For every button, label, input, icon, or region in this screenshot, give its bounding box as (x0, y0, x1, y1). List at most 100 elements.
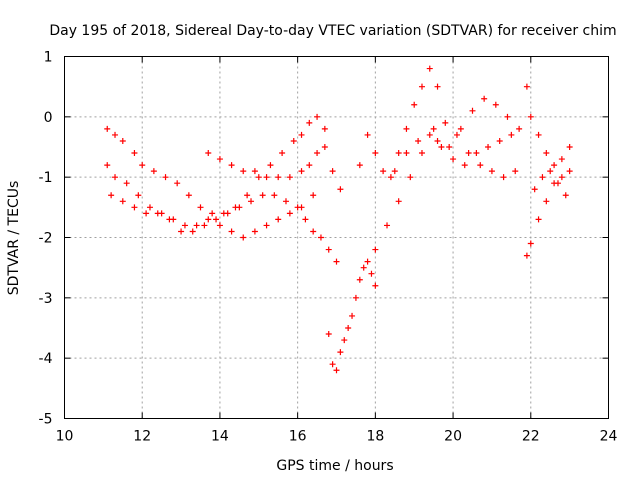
x-tick-label: 24 (600, 429, 618, 445)
data-point (527, 240, 534, 247)
data-point (302, 216, 309, 223)
data-point (150, 168, 157, 175)
data-point (426, 65, 433, 72)
data-point (205, 150, 212, 157)
plot-frame (64, 56, 609, 419)
data-point (205, 216, 212, 223)
data-point (438, 144, 445, 150)
data-point (178, 228, 185, 235)
data-point (349, 312, 356, 319)
data-point (325, 246, 332, 253)
data-point (453, 131, 460, 138)
y-axis-label: SDTVAR / TECUs (6, 181, 22, 296)
data-point (189, 228, 196, 235)
data-point (104, 125, 111, 132)
data-point (263, 222, 270, 229)
data-point (298, 168, 305, 175)
data-point (426, 131, 433, 138)
data-point (112, 174, 119, 181)
data-point (407, 174, 414, 181)
data-point (333, 258, 340, 265)
data-point (108, 192, 115, 199)
data-point (143, 210, 150, 217)
data-point (333, 367, 340, 374)
data-point (465, 150, 472, 157)
data-point (364, 131, 371, 138)
data-point (275, 216, 282, 223)
data-point (123, 180, 130, 187)
y-tick-label: -4 (39, 351, 53, 367)
data-point (415, 137, 422, 144)
data-point (286, 174, 293, 181)
y-tick-label: 0 (44, 110, 53, 126)
data-points (104, 65, 573, 374)
data-point (310, 192, 317, 199)
data-point (248, 198, 255, 205)
data-point (209, 210, 216, 217)
data-point (535, 131, 542, 138)
data-point (360, 264, 367, 271)
data-point (566, 144, 573, 150)
data-point (294, 204, 301, 211)
data-point (259, 192, 266, 199)
data-point (527, 113, 534, 120)
chart-title: Day 195 of 2018, Sidereal Day-to-day VTE… (49, 23, 616, 39)
data-point (391, 168, 398, 175)
data-point (298, 131, 305, 138)
y-tick-label: -2 (39, 231, 53, 247)
data-point (395, 198, 402, 205)
data-point (228, 162, 235, 169)
data-point (251, 168, 258, 175)
data-point (146, 204, 153, 211)
data-point (279, 150, 286, 157)
data-point (387, 174, 394, 181)
data-point (473, 150, 480, 157)
data-point (321, 144, 328, 150)
x-tick-label: 18 (366, 429, 384, 445)
data-point (213, 216, 220, 223)
x-tick-label: 12 (133, 429, 151, 445)
data-point (356, 162, 363, 169)
data-point (403, 125, 410, 132)
y-tick-labels: -5 -4 -3 -2 -1 0 1 (39, 50, 53, 428)
data-point (337, 186, 344, 193)
data-point (337, 349, 344, 356)
data-point (539, 174, 546, 181)
data-point (372, 150, 379, 157)
data-point (531, 186, 538, 193)
data-point (193, 222, 200, 229)
data-point (442, 119, 449, 126)
data-point (251, 228, 258, 235)
data-point (523, 83, 530, 90)
data-point (554, 180, 561, 187)
data-point (418, 83, 425, 90)
x-tick-labels: 10 12 14 16 18 20 22 24 (56, 429, 618, 445)
data-point (535, 216, 542, 223)
y-tick-label: 1 (44, 50, 53, 66)
data-point (485, 144, 492, 150)
data-point (139, 162, 146, 169)
data-point (325, 331, 332, 338)
y-tick-label: -1 (39, 170, 53, 186)
data-point (112, 131, 119, 138)
y-tick-label: -3 (39, 291, 53, 307)
y-tick-label: -5 (39, 412, 53, 428)
data-point (352, 294, 359, 301)
data-point (500, 174, 507, 181)
x-tick-label: 14 (211, 429, 229, 445)
data-point (512, 168, 519, 175)
data-point (562, 192, 569, 199)
data-point (224, 210, 231, 217)
data-point (551, 162, 558, 169)
data-point (201, 222, 208, 229)
data-point (356, 276, 363, 283)
data-point (306, 119, 313, 126)
data-point (380, 168, 387, 175)
data-point (384, 222, 391, 229)
data-point (492, 101, 499, 108)
data-point (216, 156, 223, 163)
data-point (477, 162, 484, 169)
data-point (282, 198, 289, 205)
data-point (181, 222, 188, 229)
